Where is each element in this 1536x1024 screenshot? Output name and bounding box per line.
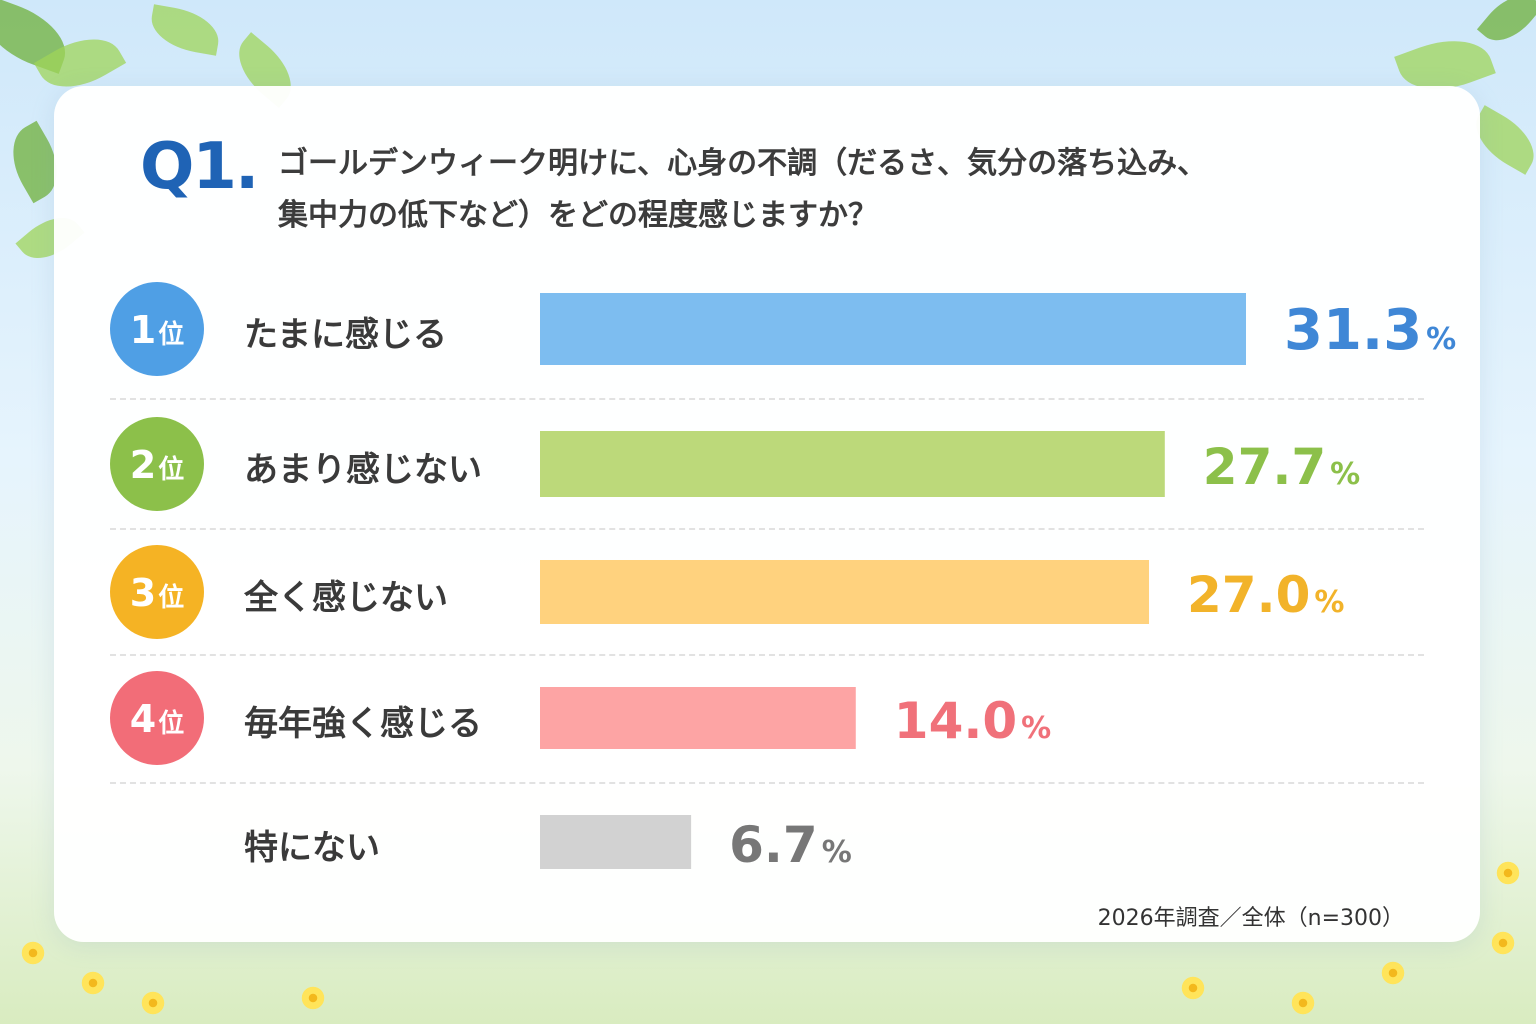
- value-number: 27.7: [1203, 438, 1326, 496]
- flower-decoration: [300, 985, 326, 1011]
- rank-suffix: 位: [158, 709, 185, 739]
- value-number: 14.0: [894, 692, 1017, 750]
- value-number: 27.0: [1187, 566, 1310, 624]
- question-number: Q1.: [140, 130, 259, 204]
- rank-number: 1: [129, 308, 157, 352]
- value-unit: %: [822, 835, 852, 870]
- flower-decoration: [1180, 975, 1206, 1001]
- flower-decoration: [1490, 930, 1516, 956]
- bar: [540, 815, 692, 869]
- flower-decoration: [1290, 990, 1316, 1016]
- row-divider: [110, 528, 1424, 530]
- footnote: 2026年調査／全体（n=300）: [1097, 906, 1404, 931]
- value-number: 31.3: [1284, 298, 1422, 363]
- bar: [540, 431, 1165, 497]
- value-label: 27.7%: [1203, 438, 1360, 496]
- question-text: ゴールデンウィーク明けに、心身の不調（だるさ、気分の落ち込み、 集中力の低下など…: [278, 138, 1338, 242]
- flower-decoration: [140, 990, 166, 1016]
- bar: [540, 687, 856, 749]
- value-label: 14.0%: [894, 692, 1051, 750]
- flower-decoration: [20, 940, 46, 966]
- rank-number: 2: [129, 443, 157, 487]
- value-label: 31.3%: [1284, 298, 1456, 363]
- value-unit: %: [1021, 711, 1051, 746]
- question-line-1: ゴールデンウィーク明けに、心身の不調（だるさ、気分の落ち込み、: [278, 146, 1208, 181]
- flower-decoration: [1495, 860, 1521, 886]
- value-number: 6.7: [729, 816, 818, 874]
- category-label: 毎年強く感じる: [244, 704, 482, 744]
- bar: [540, 293, 1246, 365]
- category-label: たまに感じる: [244, 315, 447, 355]
- rank-suffix: 位: [158, 455, 185, 485]
- value-unit: %: [1314, 585, 1344, 620]
- category-label: 特にない: [244, 828, 380, 868]
- flower-decoration: [1380, 960, 1406, 986]
- value-unit: %: [1330, 457, 1360, 492]
- rank-suffix: 位: [158, 583, 185, 613]
- question-line-2: 集中力の低下など）をどの程度感じますか？: [278, 198, 878, 233]
- row-divider: [110, 398, 1424, 400]
- value-unit: %: [1426, 322, 1456, 357]
- value-label: 27.0%: [1187, 566, 1344, 624]
- survey-card: [54, 86, 1480, 942]
- row-divider: [110, 782, 1424, 784]
- row-divider: [110, 654, 1424, 656]
- flower-decoration: [80, 970, 106, 996]
- category-label: あまり感じない: [244, 450, 482, 490]
- value-label: 6.7%: [729, 816, 852, 874]
- rank-number: 3: [129, 571, 157, 615]
- rank-number: 4: [129, 697, 157, 741]
- rank-suffix: 位: [158, 320, 185, 350]
- category-label: 全く感じない: [244, 578, 448, 618]
- bar: [540, 560, 1150, 624]
